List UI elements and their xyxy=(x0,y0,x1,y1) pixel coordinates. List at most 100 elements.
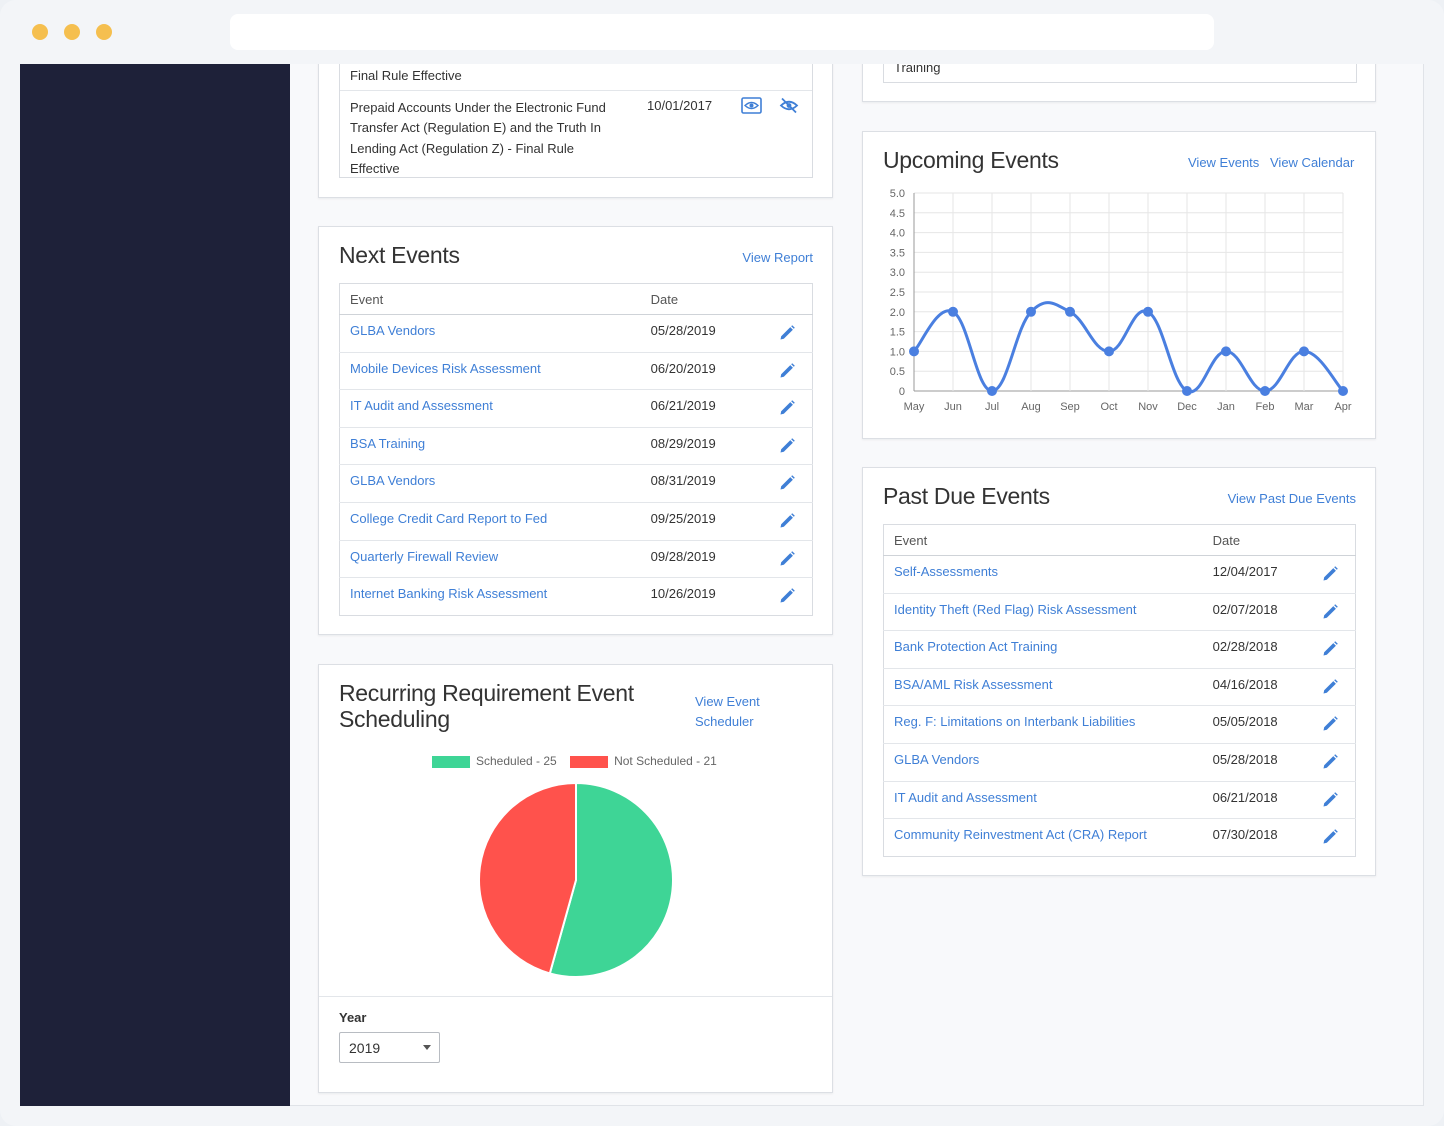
reg-change-event: Prepaid Accounts Under the Electronic Fu… xyxy=(350,100,606,177)
data-point[interactable] xyxy=(1182,386,1192,396)
close-window-dot[interactable] xyxy=(32,24,48,40)
event-link[interactable]: Mobile Devices Risk Assessment xyxy=(339,352,641,391)
event-date: 08/29/2019 xyxy=(640,427,761,466)
x-tick-label: Mar xyxy=(1295,401,1314,413)
data-point[interactable] xyxy=(1260,386,1270,396)
address-bar[interactable] xyxy=(230,14,1214,50)
event-date: 02/07/2018 xyxy=(1202,593,1304,632)
table-row: Quarterly Firewall Review 09/28/2019 xyxy=(339,540,813,579)
data-point[interactable] xyxy=(987,386,997,396)
data-point[interactable] xyxy=(1104,346,1114,357)
view-report-link[interactable]: View Report xyxy=(742,250,813,265)
edit-pencil-icon[interactable] xyxy=(1322,566,1338,585)
maximize-window-dot[interactable] xyxy=(96,24,112,40)
edit-pencil-icon[interactable] xyxy=(1322,641,1338,660)
event-link[interactable]: GLBA Vendors xyxy=(883,743,1203,782)
x-tick-label: Sep xyxy=(1060,401,1080,413)
data-point[interactable] xyxy=(909,346,919,357)
upcoming-events-title: Upcoming Events xyxy=(883,147,1059,173)
event-link[interactable]: BSA/AML Risk Assessment xyxy=(883,668,1203,707)
data-point[interactable] xyxy=(1338,386,1348,396)
edit-cell xyxy=(760,352,813,391)
view-event-scheduler-line2[interactable]: Scheduler xyxy=(695,714,754,729)
edit-pencil-icon[interactable] xyxy=(779,325,795,344)
event-link[interactable]: IT Audit and Assessment xyxy=(883,781,1203,820)
edit-cell xyxy=(1303,668,1356,707)
edit-cell xyxy=(760,427,813,466)
event-link[interactable]: College Credit Card Report to Fed xyxy=(339,502,641,541)
data-point[interactable] xyxy=(1143,306,1153,317)
event-link[interactable]: Community Reinvestment Act (CRA) Report xyxy=(894,827,1147,843)
view-past-due-events-link[interactable]: View Past Due Events xyxy=(1227,491,1356,506)
col-date-header: Date xyxy=(640,283,761,315)
pie-chart xyxy=(478,781,674,978)
table-row: Community Reinvestment Act (CRA) Report 0… xyxy=(884,819,1356,857)
event-date: 04/16/2018 xyxy=(1202,668,1304,707)
eye-icon[interactable] xyxy=(741,97,762,119)
event-date: 09/28/2019 xyxy=(640,540,761,579)
table-row: IT Audit and Assessment 06/21/2019 xyxy=(339,389,813,428)
pie-slice-not-scheduled[interactable] xyxy=(478,781,577,975)
edit-cell xyxy=(1303,630,1356,669)
event-date: 05/05/2018 xyxy=(1202,705,1304,744)
y-tick-label: 4.5 xyxy=(890,208,905,220)
y-tick-label: 0 xyxy=(899,386,905,398)
legend-label-not-scheduled: Not Scheduled - 21 xyxy=(614,754,717,768)
next-events-card: Next Events View Report Event Date GLBA … xyxy=(318,226,833,635)
event-link[interactable]: Internet Banking Risk Assessment xyxy=(350,586,548,602)
year-select[interactable]: 2019 xyxy=(339,1032,440,1063)
event-link[interactable]: Reg. F: Limitations on Interbank Liabili… xyxy=(883,705,1203,744)
event-link[interactable]: GLBA Vendors xyxy=(339,314,641,353)
event-link[interactable]: Self-Assessments xyxy=(883,555,1203,594)
edit-pencil-icon[interactable] xyxy=(779,400,795,419)
top-right-table: Training xyxy=(883,64,1357,83)
y-tick-label: 0.5 xyxy=(890,366,905,378)
view-events-link[interactable]: View Events xyxy=(1188,155,1260,170)
edit-pencil-icon[interactable] xyxy=(1322,754,1338,773)
data-point[interactable] xyxy=(1299,346,1309,357)
edit-pencil-icon[interactable] xyxy=(1322,791,1338,811)
partial-row-text: Final Rule Effective xyxy=(350,68,462,83)
event-date: 06/21/2019 xyxy=(640,389,761,428)
event-link[interactable]: GLBA Vendors xyxy=(339,464,641,503)
edit-pencil-icon[interactable] xyxy=(1322,716,1338,735)
x-tick-label: Oct xyxy=(1100,401,1117,413)
upcoming-events-line-chart: 0 0.5 1.0 1.5 2.0 2.5 3.0 3.5 4.0 4.5 5.0 May Jun Jul… xyxy=(890,188,1352,413)
data-point[interactable] xyxy=(1065,306,1075,317)
edit-pencil-icon[interactable] xyxy=(779,362,795,382)
view-event-scheduler-link[interactable]: View Event Scheduler xyxy=(695,692,760,732)
recurring-title: Recurring Requirement Event Scheduling xyxy=(339,680,634,732)
data-point[interactable] xyxy=(1026,306,1036,317)
data-point[interactable] xyxy=(948,306,958,317)
event-link[interactable]: Quarterly Firewall Review xyxy=(339,540,641,579)
table-row: Identity Theft (Red Flag) Risk Assessmen… xyxy=(883,593,1356,632)
edit-pencil-icon[interactable] xyxy=(1322,603,1338,623)
edit-pencil-icon[interactable] xyxy=(779,437,795,457)
event-date: 12/04/2017 xyxy=(1202,555,1304,594)
event-link[interactable]: BSA Training xyxy=(339,427,641,466)
edit-pencil-icon[interactable] xyxy=(779,550,795,570)
pie-slice-scheduled[interactable] xyxy=(548,781,674,978)
edit-pencil-icon[interactable] xyxy=(1322,829,1338,848)
edit-cell xyxy=(760,540,813,579)
edit-pencil-icon[interactable] xyxy=(779,475,795,494)
x-tick-label: Apr xyxy=(1334,401,1351,413)
top-right-card: Training xyxy=(862,64,1376,102)
data-point[interactable] xyxy=(1221,346,1231,357)
x-tick-label: Jan xyxy=(1217,401,1235,413)
y-tick-label: 4.0 xyxy=(890,228,905,240)
x-tick-label: May xyxy=(904,401,925,413)
event-link[interactable]: Bank Protection Act Training xyxy=(883,630,1203,669)
eye-off-icon[interactable] xyxy=(779,97,799,119)
event-date: 05/28/2018 xyxy=(1202,743,1304,782)
event-date: 05/28/2019 xyxy=(640,314,761,353)
edit-pencil-icon[interactable] xyxy=(779,588,795,607)
edit-pencil-icon[interactable] xyxy=(779,513,795,532)
view-event-scheduler-line1[interactable]: View Event xyxy=(695,694,760,709)
view-calendar-link[interactable]: View Calendar xyxy=(1270,155,1355,170)
event-link[interactable]: Identity Theft (Red Flag) Risk Assessmen… xyxy=(883,593,1203,632)
minimize-window-dot[interactable] xyxy=(64,24,80,40)
edit-cell xyxy=(760,389,813,428)
event-link[interactable]: IT Audit and Assessment xyxy=(339,389,641,428)
edit-pencil-icon[interactable] xyxy=(1322,678,1338,698)
